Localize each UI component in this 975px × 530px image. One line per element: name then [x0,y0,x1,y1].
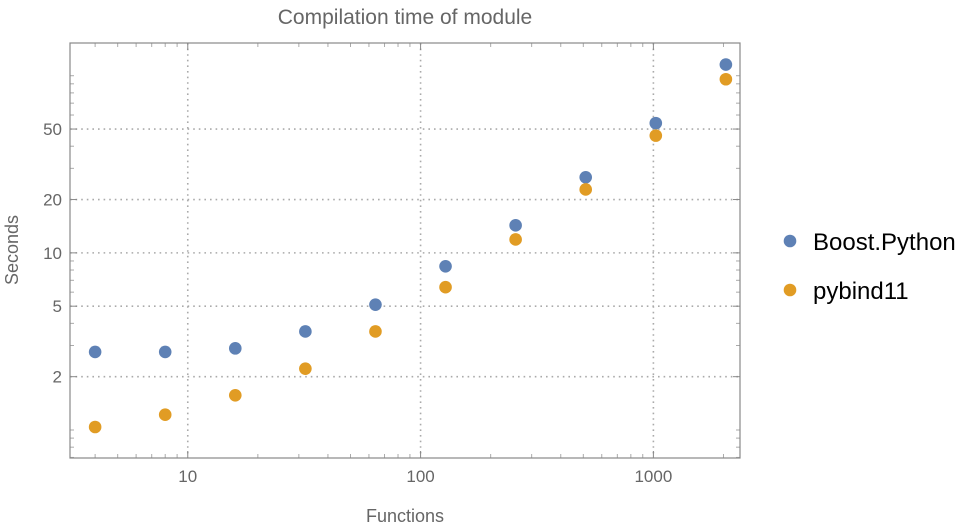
y-tick-label: 10 [43,244,62,263]
chart-title: Compilation time of module [278,6,532,29]
data-point-pybind11 [509,233,522,246]
x-tick-label: 1000 [634,467,672,486]
data-point-pybind11 [369,325,382,338]
data-point-pybind11 [158,408,172,422]
data-point-boost-python [579,171,593,184]
data-point-boost-python [719,58,733,71]
plot-frame [69,42,741,459]
legend-label: Boost.Python [813,229,956,256]
data-point-pybind11 [579,183,593,196]
data-point-pybind11 [299,362,312,375]
legend-marker [783,234,797,248]
legend-marker [783,283,797,297]
x-tick-label: 100 [406,467,434,486]
y-tick-label: 50 [43,120,62,139]
x-tick-label: 10 [178,467,197,486]
data-point-boost-python [158,345,172,359]
data-point-boost-python [369,298,382,311]
data-point-boost-python [649,116,663,130]
x-axis-label: Functions [366,506,444,525]
data-point-boost-python [509,219,522,232]
y-tick-label: 5 [53,297,62,316]
data-point-boost-python [88,345,102,359]
data-point-pybind11 [439,280,452,294]
y-tick-label: 2 [53,368,62,387]
data-point-pybind11 [88,420,102,434]
data-point-pybind11 [719,72,733,86]
data-point-boost-python [439,259,452,273]
data-point-boost-python [228,342,242,355]
data-point-boost-python [299,325,312,338]
data-point-pybind11 [228,389,242,402]
y-axis-label: Seconds [2,215,22,285]
y-tick-label: 20 [43,191,62,210]
data-point-pybind11 [649,129,663,142]
legend-label: pybind11 [813,278,909,305]
